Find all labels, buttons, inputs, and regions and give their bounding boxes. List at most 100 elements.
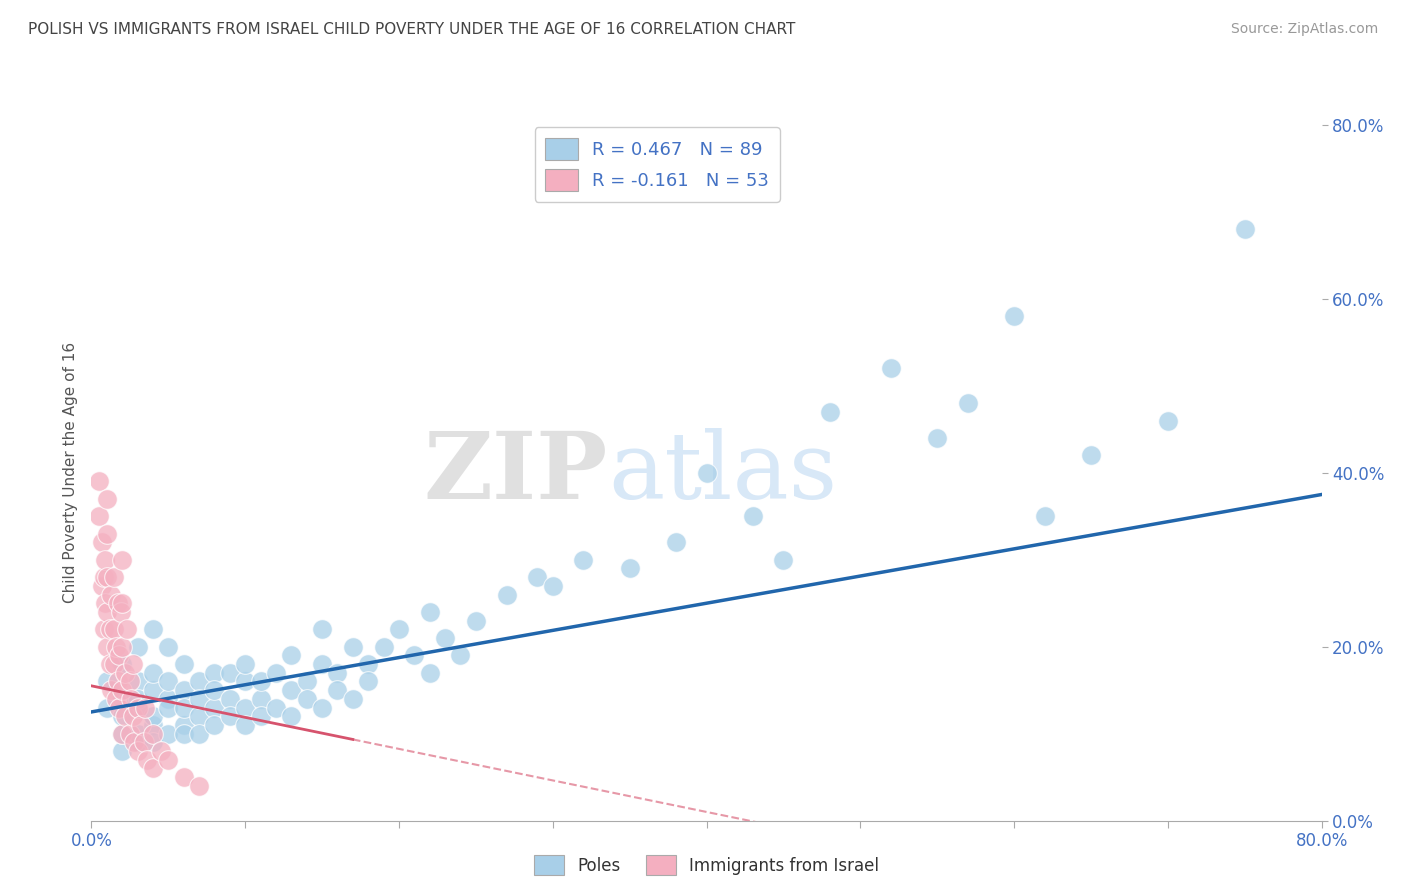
Point <box>173 700 195 714</box>
Point <box>188 674 211 689</box>
Point <box>218 709 240 723</box>
Point <box>1033 509 1056 524</box>
Point <box>98 657 121 671</box>
Point <box>419 665 441 680</box>
Point <box>114 709 136 723</box>
Point <box>129 718 152 732</box>
Point <box>495 587 517 601</box>
Point <box>127 640 149 654</box>
Point <box>127 735 149 749</box>
Point <box>280 709 302 723</box>
Point <box>142 718 165 732</box>
Point <box>357 674 380 689</box>
Y-axis label: Child Poverty Under the Age of 16: Child Poverty Under the Age of 16 <box>62 343 77 603</box>
Point <box>103 570 125 584</box>
Point <box>111 726 134 740</box>
Point <box>927 431 949 445</box>
Point <box>107 674 129 689</box>
Text: POLISH VS IMMIGRANTS FROM ISRAEL CHILD POVERTY UNDER THE AGE OF 16 CORRELATION C: POLISH VS IMMIGRANTS FROM ISRAEL CHILD P… <box>28 22 796 37</box>
Point <box>233 700 256 714</box>
Point <box>111 726 134 740</box>
Point <box>1002 310 1025 324</box>
Point <box>127 744 149 758</box>
Point <box>173 718 195 732</box>
Point <box>96 570 118 584</box>
Point <box>142 623 165 637</box>
Point <box>127 726 149 740</box>
Point <box>149 744 172 758</box>
Point <box>91 535 114 549</box>
Point <box>103 623 125 637</box>
Point <box>157 674 180 689</box>
Point <box>111 596 134 610</box>
Point <box>87 475 110 489</box>
Point <box>96 491 118 506</box>
Point <box>157 753 180 767</box>
Point <box>741 509 763 524</box>
Point <box>202 665 225 680</box>
Point <box>122 709 145 723</box>
Point <box>280 683 302 698</box>
Point <box>956 396 979 410</box>
Point <box>105 640 127 654</box>
Point <box>218 665 240 680</box>
Point <box>100 683 122 698</box>
Point <box>108 648 131 663</box>
Point <box>127 700 149 714</box>
Point <box>111 640 134 654</box>
Point <box>173 657 195 671</box>
Point <box>202 700 225 714</box>
Point <box>880 361 903 376</box>
Point <box>105 692 127 706</box>
Point <box>188 726 211 740</box>
Point <box>142 665 165 680</box>
Point <box>111 657 134 671</box>
Point <box>1080 448 1102 462</box>
Point <box>295 674 318 689</box>
Point <box>120 692 142 706</box>
Point <box>96 700 118 714</box>
Point <box>434 631 457 645</box>
Point <box>142 683 165 698</box>
Point <box>233 674 256 689</box>
Point <box>404 648 426 663</box>
Point <box>264 700 287 714</box>
Point <box>157 640 180 654</box>
Point <box>124 735 146 749</box>
Point <box>157 692 180 706</box>
Point <box>233 657 256 671</box>
Point <box>218 692 240 706</box>
Point <box>122 657 145 671</box>
Point <box>91 579 114 593</box>
Point <box>96 674 118 689</box>
Point <box>188 779 211 793</box>
Point <box>249 709 271 723</box>
Point <box>249 674 271 689</box>
Point <box>96 640 118 654</box>
Point <box>249 692 271 706</box>
Point <box>114 665 136 680</box>
Point <box>665 535 688 549</box>
Point <box>1157 414 1180 428</box>
Point <box>280 648 302 663</box>
Point <box>311 700 333 714</box>
Point <box>173 726 195 740</box>
Point <box>526 570 548 584</box>
Point <box>118 726 141 740</box>
Point <box>541 579 564 593</box>
Point <box>96 605 118 619</box>
Point <box>142 761 165 775</box>
Point <box>135 753 157 767</box>
Point <box>132 735 155 749</box>
Point <box>342 640 364 654</box>
Point <box>264 665 287 680</box>
Point <box>464 614 486 628</box>
Legend: Poles, Immigrants from Israel: Poles, Immigrants from Israel <box>527 848 886 882</box>
Point <box>157 700 180 714</box>
Point <box>696 466 718 480</box>
Point <box>449 648 471 663</box>
Point <box>157 726 180 740</box>
Point <box>111 709 134 723</box>
Text: atlas: atlas <box>607 428 838 517</box>
Point <box>127 700 149 714</box>
